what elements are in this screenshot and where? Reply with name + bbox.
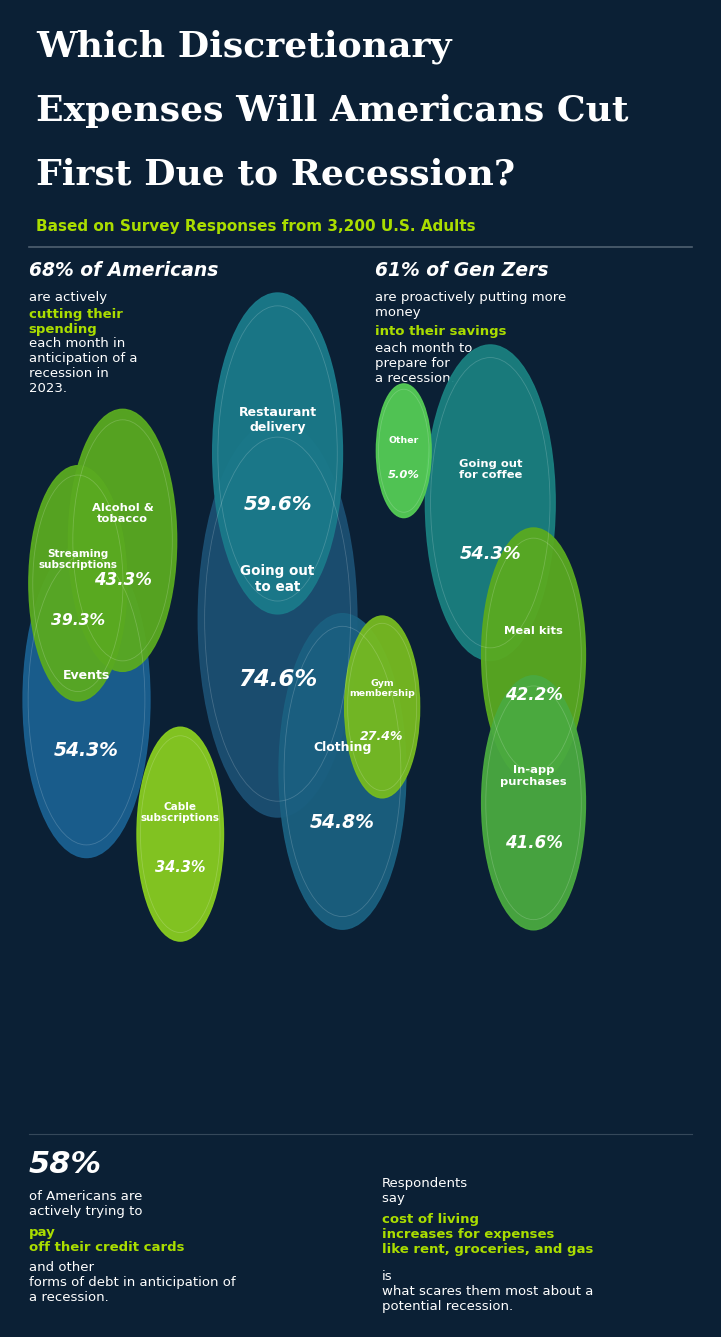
Text: cutting their
spending: cutting their spending	[29, 308, 123, 336]
Text: of Americans are
actively trying to: of Americans are actively trying to	[29, 1190, 146, 1218]
Text: each month to
prepare for
a recession.: each month to prepare for a recession.	[375, 342, 472, 385]
Text: Events: Events	[63, 670, 110, 682]
Ellipse shape	[29, 465, 127, 701]
Text: 54.8%: 54.8%	[310, 813, 375, 832]
Text: 41.6%: 41.6%	[505, 834, 562, 852]
Ellipse shape	[376, 384, 431, 517]
Text: 58%: 58%	[29, 1150, 102, 1179]
Text: into their savings: into their savings	[375, 325, 506, 338]
Text: and other
forms of debt in anticipation of
a recession.: and other forms of debt in anticipation …	[29, 1261, 236, 1304]
Text: Expenses Will Americans Cut: Expenses Will Americans Cut	[36, 94, 629, 127]
Text: 27.4%: 27.4%	[360, 730, 404, 743]
Text: Cable
subscriptions: Cable subscriptions	[141, 802, 220, 824]
Text: 59.6%: 59.6%	[243, 495, 312, 513]
Text: Which Discretionary: Which Discretionary	[36, 29, 451, 64]
Ellipse shape	[482, 528, 585, 782]
Text: 74.6%: 74.6%	[238, 667, 317, 691]
Text: 54.3%: 54.3%	[459, 544, 521, 563]
Text: cost of living
increases for expenses
like rent, groceries, and gas: cost of living increases for expenses li…	[382, 1213, 593, 1255]
Text: Based on Survey Responses from 3,200 U.S. Adults: Based on Survey Responses from 3,200 U.S…	[36, 219, 476, 234]
Text: is
what scares them most about a
potential recession.: is what scares them most about a potenti…	[382, 1270, 593, 1313]
Text: pay
off their credit cards: pay off their credit cards	[29, 1226, 185, 1254]
Ellipse shape	[68, 409, 177, 671]
Text: In-app
purchases: In-app purchases	[500, 766, 567, 786]
Text: 43.3%: 43.3%	[94, 571, 151, 590]
Ellipse shape	[213, 293, 342, 614]
Text: Clothing: Clothing	[314, 741, 371, 754]
Text: are proactively putting more
money: are proactively putting more money	[375, 291, 566, 320]
Text: Restaurant
delivery: Restaurant delivery	[239, 406, 317, 433]
Ellipse shape	[279, 614, 406, 929]
Text: Going out
for coffee: Going out for coffee	[459, 459, 522, 480]
Text: Going out
to eat: Going out to eat	[241, 564, 314, 594]
Text: 54.3%: 54.3%	[54, 741, 119, 761]
Text: are actively: are actively	[29, 291, 111, 305]
Ellipse shape	[425, 345, 555, 660]
Ellipse shape	[23, 541, 150, 857]
Text: First Due to Recession?: First Due to Recession?	[36, 158, 516, 191]
Text: 34.3%: 34.3%	[155, 860, 205, 876]
Text: Alcohol &
tobacco: Alcohol & tobacco	[92, 503, 154, 524]
Ellipse shape	[482, 675, 585, 929]
Text: 68% of Americans: 68% of Americans	[29, 261, 218, 279]
Text: 42.2%: 42.2%	[505, 686, 562, 705]
Text: Other: Other	[389, 436, 419, 445]
Text: Respondents
say: Respondents say	[382, 1177, 468, 1205]
Text: Gym
membership: Gym membership	[349, 679, 415, 698]
Text: 5.0%: 5.0%	[388, 469, 420, 480]
Text: 61% of Gen Zers: 61% of Gen Zers	[375, 261, 549, 279]
Text: each month in
anticipation of a
recession in
2023.: each month in anticipation of a recessio…	[29, 337, 137, 394]
Ellipse shape	[345, 616, 420, 798]
Text: 39.3%: 39.3%	[50, 614, 105, 628]
Ellipse shape	[137, 727, 224, 941]
Text: Meal kits: Meal kits	[504, 626, 563, 636]
Text: Streaming
subscriptions: Streaming subscriptions	[38, 548, 118, 570]
Ellipse shape	[198, 421, 357, 817]
